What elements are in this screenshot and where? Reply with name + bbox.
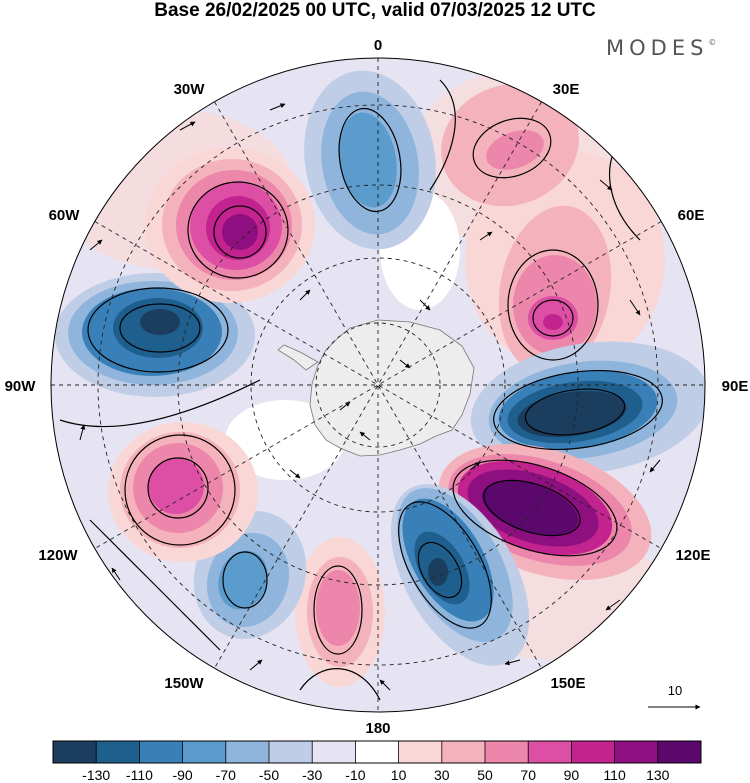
- reference-vector: 10: [648, 683, 701, 710]
- anomaly-low-150e: [390, 484, 530, 666]
- label-90e: 90E: [722, 378, 749, 395]
- anomaly-high-35w: [145, 147, 315, 303]
- map-border: [50, 57, 706, 713]
- reference-vector-label: 10: [668, 683, 682, 698]
- wind-vectors: [79, 103, 661, 691]
- colorbar-tick-label: 90: [564, 767, 580, 783]
- map-title: Base 26/02/2025 00 UTC, valid 07/03/2025…: [154, 0, 596, 21]
- colorbar-tick-label: 130: [646, 767, 670, 783]
- colorbar-swatch: [614, 741, 659, 763]
- label-150w: 150W: [164, 675, 204, 692]
- colorbar-swatch: [571, 741, 615, 763]
- label-120w: 120W: [38, 547, 78, 564]
- longitude-labels: 0 30E 60E 90E 120E 150E 180 150W 120W 90…: [5, 37, 749, 737]
- label-30e: 30E: [553, 81, 580, 98]
- label-60w: 60W: [49, 207, 81, 224]
- colorbar-swatch: [657, 741, 702, 763]
- colorbar-swatch: [355, 741, 399, 763]
- colorbar-swatch: [528, 741, 572, 763]
- colorbar-tick-label: 10: [391, 767, 407, 783]
- colorbar-swatch: [182, 741, 227, 763]
- label-90w: 90W: [5, 378, 37, 395]
- colorbar: -130 -110 -90 -70 -50 -30 -10 10 30 50 70 90 110 130: [52, 740, 702, 783]
- colorbar-swatch: [96, 741, 140, 763]
- colorbar-tick-label: -30: [302, 767, 322, 783]
- colorbar-swatch: [269, 741, 313, 763]
- modes-logo: MODES©: [606, 36, 717, 60]
- antarctica-landmass: [309, 319, 475, 457]
- colorbar-swatch: [225, 741, 270, 763]
- antarctic-peninsula: [277, 344, 319, 371]
- graticule: [51, 58, 705, 712]
- colorbar-swatch: [312, 741, 356, 763]
- anomaly-high-170w: [295, 537, 385, 687]
- streamlines: [59, 79, 663, 701]
- colorbar-swatch: [441, 741, 486, 763]
- colorbar-tick-label: -70: [216, 767, 236, 783]
- map-disk: [51, 58, 705, 712]
- colorbar-swatch: [53, 741, 97, 763]
- colorbar-tick-label: -110: [126, 767, 153, 783]
- anomaly-high-50e: [498, 205, 612, 375]
- colorbar-swatch: [398, 741, 443, 763]
- colorbar-tick-label: -130: [82, 767, 110, 783]
- label-60e: 60E: [678, 207, 705, 224]
- anomaly-high-20e: [441, 83, 579, 207]
- colorbar-tick-label: 30: [434, 767, 450, 783]
- label-0: 0: [374, 37, 382, 54]
- colorbar-tick-label: -50: [259, 767, 279, 783]
- colorbar-swatch: [139, 741, 183, 763]
- colorbar-tick-label: -10: [345, 767, 365, 783]
- colorbar-tick-label: 110: [603, 767, 626, 783]
- colorbar-tick-label: 50: [477, 767, 493, 783]
- colorbar-tick-label: -90: [172, 767, 192, 783]
- colorbar-swatch: [485, 741, 529, 763]
- label-30w: 30W: [174, 81, 206, 98]
- label-120e: 120E: [675, 547, 710, 564]
- label-180: 180: [365, 720, 390, 737]
- label-150e: 150E: [550, 675, 585, 692]
- colorbar-tick-label: 70: [520, 767, 536, 783]
- colorbar-frame: [52, 740, 702, 764]
